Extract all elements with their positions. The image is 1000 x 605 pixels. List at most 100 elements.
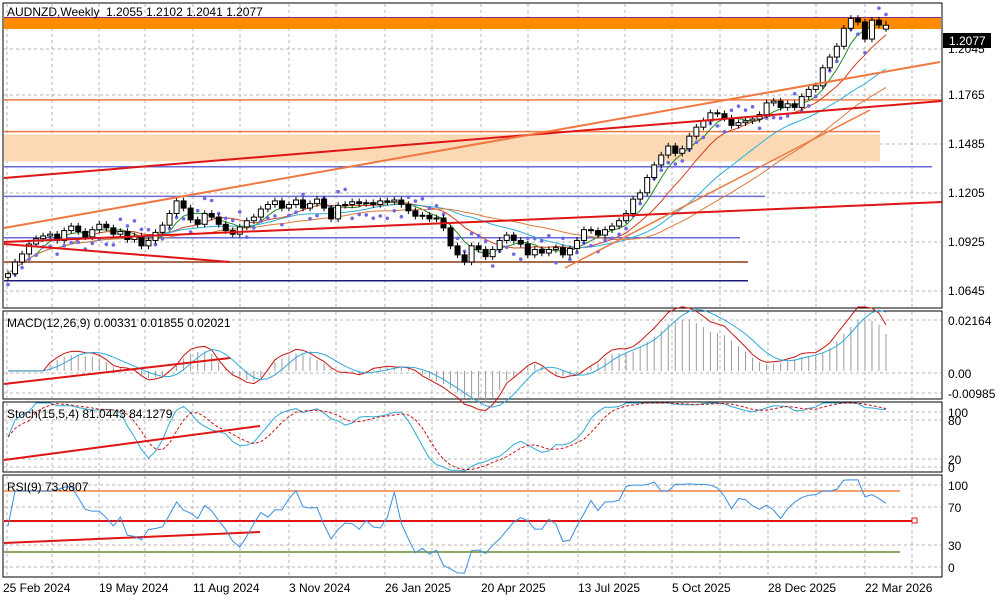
- candle-body[interactable]: [271, 200, 278, 206]
- candle-body[interactable]: [833, 45, 840, 58]
- candle-body[interactable]: [47, 233, 54, 237]
- candle-body[interactable]: [658, 154, 665, 166]
- candle-body[interactable]: [68, 225, 75, 232]
- candle-body[interactable]: [812, 85, 819, 90]
- candle-body[interactable]: [496, 239, 503, 250]
- candle-body[interactable]: [138, 235, 145, 247]
- macd-pane[interactable]: [2, 310, 943, 400]
- candle-body[interactable]: [243, 220, 250, 228]
- candle-body[interactable]: [194, 219, 201, 225]
- candle-body[interactable]: [482, 248, 489, 258]
- candle-body[interactable]: [503, 234, 510, 241]
- candle-body[interactable]: [370, 202, 377, 206]
- candle-body[interactable]: [328, 207, 335, 220]
- candle-body[interactable]: [257, 208, 264, 218]
- candle-body[interactable]: [412, 210, 419, 217]
- candle-body[interactable]: [419, 214, 426, 217]
- candle-body[interactable]: [552, 247, 559, 250]
- candle-body[interactable]: [173, 200, 180, 214]
- candle-body[interactable]: [517, 239, 524, 245]
- candle-body[interactable]: [342, 204, 349, 207]
- candle-body[interactable]: [12, 261, 19, 275]
- candle-body[interactable]: [545, 248, 552, 254]
- candle-body[interactable]: [236, 226, 243, 235]
- candle-body[interactable]: [566, 248, 573, 256]
- candle-body[interactable]: [609, 225, 616, 231]
- candle-body[interactable]: [264, 204, 271, 210]
- candle-body[interactable]: [819, 67, 826, 87]
- candle-body[interactable]: [426, 214, 433, 220]
- candle-body[interactable]: [377, 200, 384, 206]
- candle-body[interactable]: [433, 217, 440, 220]
- candle-body[interactable]: [475, 245, 482, 250]
- candle-body[interactable]: [461, 254, 468, 263]
- candle-body[interactable]: [166, 212, 173, 226]
- candle-body[interactable]: [840, 27, 847, 47]
- candle-body[interactable]: [883, 24, 889, 30]
- candle-body[interactable]: [145, 239, 152, 247]
- candle-body[interactable]: [26, 243, 33, 255]
- candle-body[interactable]: [250, 216, 257, 222]
- candle-body[interactable]: [285, 204, 292, 209]
- candle-body[interactable]: [573, 239, 580, 250]
- candle-body[interactable]: [791, 103, 798, 108]
- candle-body[interactable]: [770, 100, 777, 104]
- candle-body[interactable]: [595, 230, 602, 236]
- candle-body[interactable]: [644, 177, 651, 194]
- candle-body[interactable]: [356, 201, 363, 205]
- candle-body[interactable]: [700, 120, 707, 128]
- candle-body[interactable]: [531, 248, 538, 256]
- rsi-pane[interactable]: [2, 474, 943, 578]
- candle-body[interactable]: [854, 17, 861, 23]
- candle-body[interactable]: [686, 135, 693, 150]
- candle-body[interactable]: [468, 245, 475, 263]
- candle-body[interactable]: [489, 248, 496, 258]
- candle-body[interactable]: [398, 199, 405, 206]
- candle-body[interactable]: [749, 118, 756, 122]
- candle-body[interactable]: [623, 212, 630, 222]
- candle-body[interactable]: [187, 207, 194, 221]
- candle-body[interactable]: [510, 234, 517, 241]
- candle-body[interactable]: [75, 225, 82, 232]
- candle-body[interactable]: [208, 212, 215, 218]
- candle-body[interactable]: [777, 100, 784, 108]
- candle-body[interactable]: [96, 223, 103, 231]
- candle-body[interactable]: [391, 199, 398, 203]
- candle-body[interactable]: [110, 227, 117, 235]
- candle-body[interactable]: [868, 19, 875, 40]
- candle-body[interactable]: [117, 230, 124, 235]
- candle-body[interactable]: [321, 198, 328, 209]
- candle-body[interactable]: [742, 120, 749, 124]
- candle-body[interactable]: [805, 88, 812, 98]
- candle-body[interactable]: [159, 224, 166, 233]
- candle-body[interactable]: [405, 204, 412, 212]
- candle-body[interactable]: [314, 198, 321, 205]
- candle-body[interactable]: [349, 201, 356, 206]
- candle-body[interactable]: [580, 229, 587, 241]
- price-pane[interactable]: [2, 2, 943, 309]
- candle-body[interactable]: [784, 103, 791, 108]
- candle-body[interactable]: [672, 145, 679, 154]
- candle-body[interactable]: [82, 230, 89, 238]
- candle-body[interactable]: [763, 102, 770, 116]
- candle-body[interactable]: [447, 227, 454, 247]
- candle-body[interactable]: [651, 164, 658, 179]
- candle-body[interactable]: [222, 223, 229, 232]
- candle-body[interactable]: [103, 223, 110, 229]
- candle-body[interactable]: [201, 212, 208, 225]
- candle-body[interactable]: [826, 56, 833, 69]
- candle-body[interactable]: [679, 148, 686, 154]
- candle-body[interactable]: [89, 229, 96, 238]
- rsi-level-handle[interactable]: [911, 517, 918, 524]
- candle-body[interactable]: [637, 192, 644, 200]
- candle-body[interactable]: [363, 202, 370, 205]
- candle-body[interactable]: [524, 243, 531, 256]
- candle-body[interactable]: [40, 235, 47, 240]
- candle-body[interactable]: [5, 273, 11, 278]
- candle-body[interactable]: [61, 230, 68, 241]
- candle-body[interactable]: [714, 112, 721, 115]
- candle-body[interactable]: [721, 113, 728, 119]
- candle-body[interactable]: [693, 126, 700, 137]
